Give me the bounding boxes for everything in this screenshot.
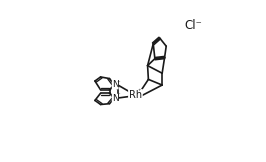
- Text: N: N: [112, 80, 119, 89]
- Text: N: N: [112, 94, 119, 103]
- Text: Rh: Rh: [129, 90, 142, 100]
- Text: $^+$: $^+$: [116, 80, 122, 85]
- Text: Cl⁻: Cl⁻: [184, 19, 202, 32]
- Text: $^+$: $^+$: [137, 88, 143, 93]
- Text: $^+$: $^+$: [116, 93, 122, 98]
